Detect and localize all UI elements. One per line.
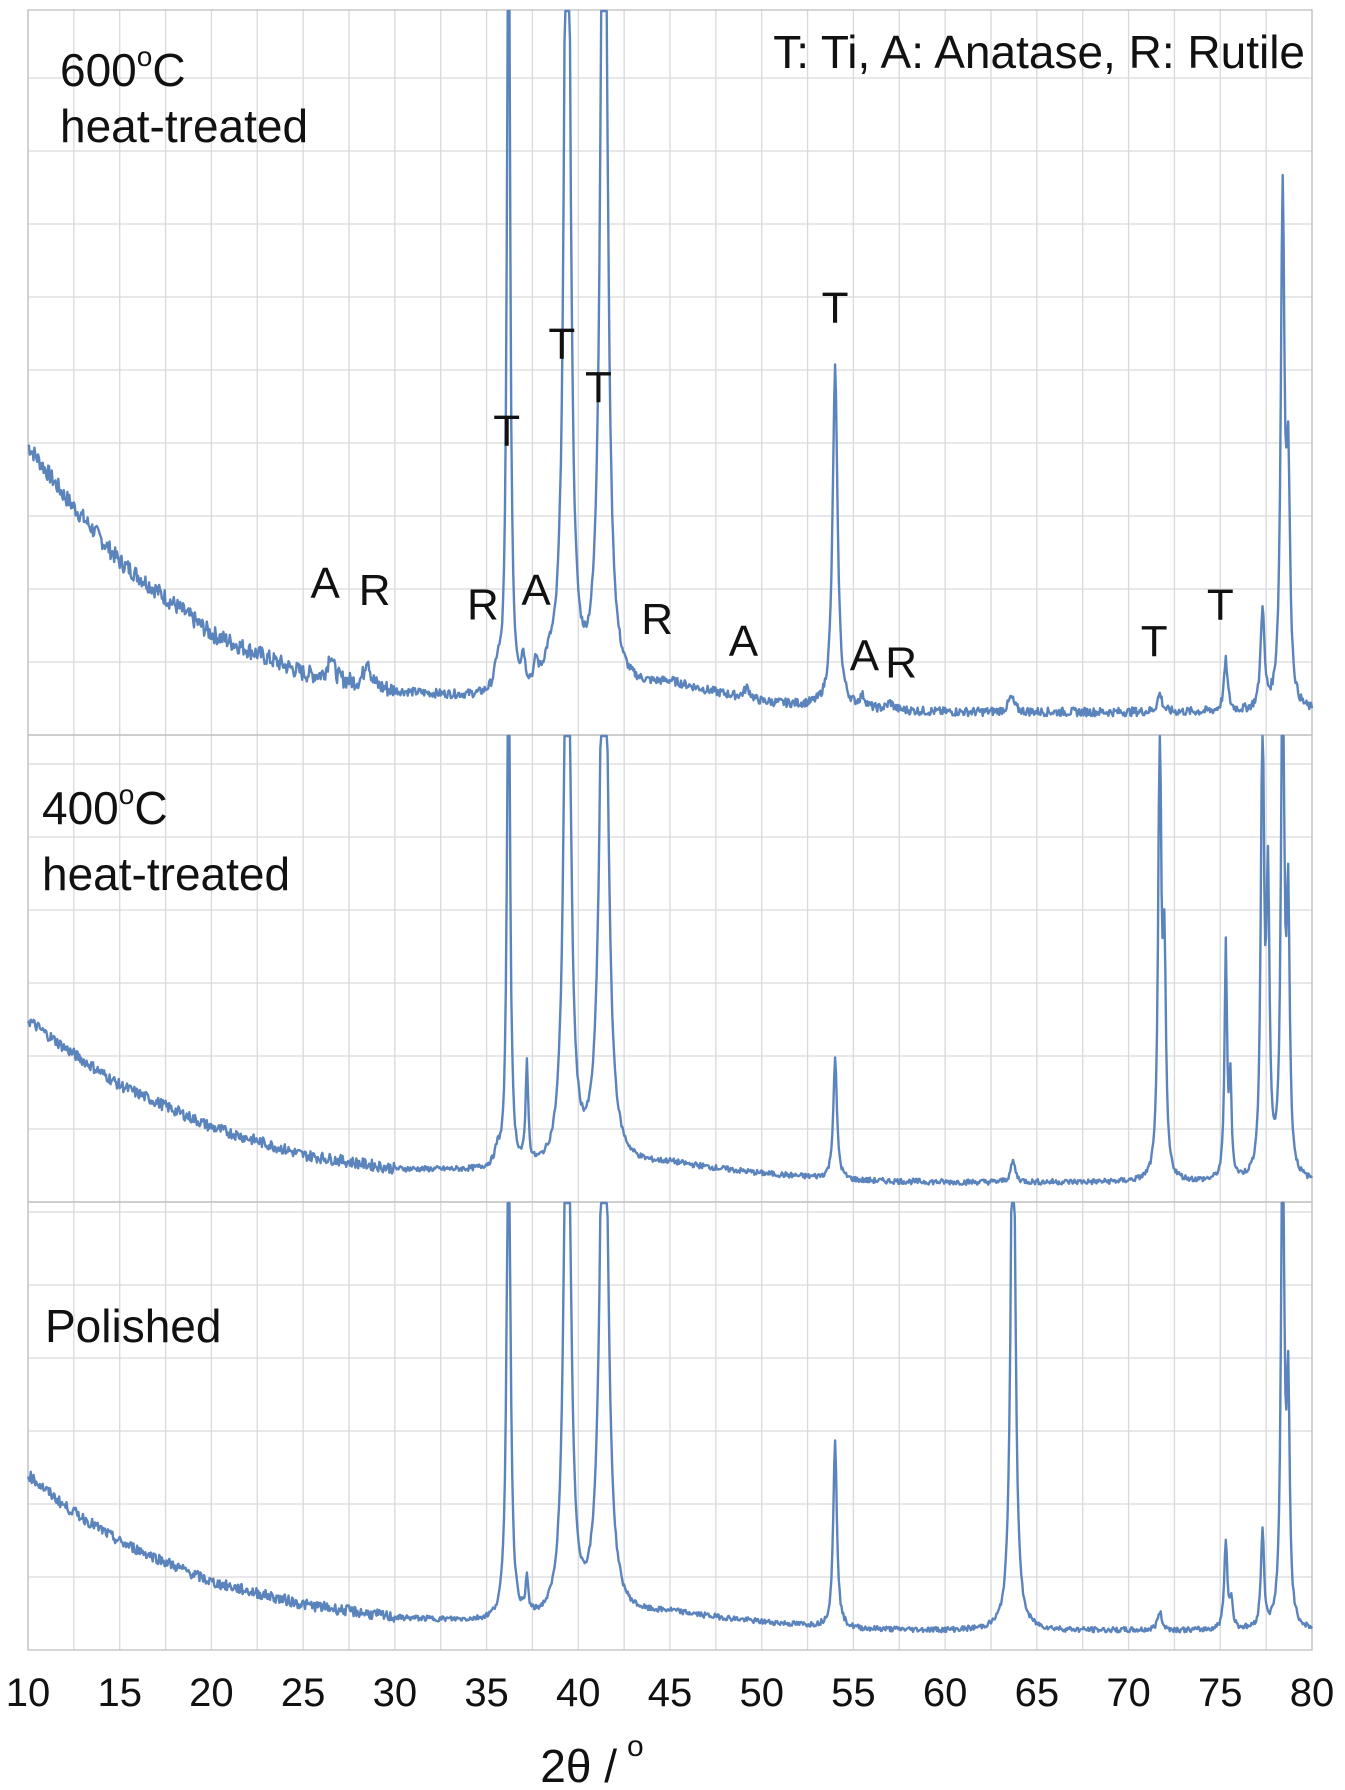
x-tick-label: 80	[1290, 1671, 1335, 1715]
peak-label-T: T	[493, 407, 520, 456]
peak-label-A: A	[729, 617, 759, 666]
peak-label-R: R	[885, 639, 917, 688]
xrd-trace-600	[27, 9, 1314, 718]
x-tick-label: 70	[1106, 1671, 1151, 1715]
panel-title-400-c: C	[134, 782, 167, 834]
x-tick-label: 50	[739, 1671, 784, 1715]
panel-title-polished: Polished	[45, 1300, 221, 1352]
x-tick-label: 45	[648, 1671, 693, 1715]
trace-layer	[26, 9, 1314, 1634]
x-tick-label: 65	[1015, 1671, 1060, 1715]
x-tick-label: 35	[464, 1671, 509, 1715]
peak-label-T: T	[822, 283, 849, 332]
x-tick-label: 15	[97, 1671, 142, 1715]
peak-label-R: R	[467, 581, 499, 630]
peak-label-R: R	[641, 595, 673, 644]
x-tick-label: 55	[831, 1671, 876, 1715]
x-axis-label-text: 2θ /	[540, 1740, 617, 1790]
peak-label-T: T	[548, 320, 575, 369]
panel-title-600: 600oC	[60, 41, 186, 96]
legend-note: T: Ti, A: Anatase, R: Rutile	[773, 26, 1305, 78]
peak-label-T: T	[1141, 617, 1168, 666]
peak-label-A: A	[850, 631, 880, 680]
peak-label-A: A	[521, 566, 551, 615]
x-tick-label: 25	[281, 1671, 326, 1715]
xrd-trace-400	[26, 734, 1314, 1186]
panel-title-400-temp: 400	[42, 782, 119, 834]
panel-title-600-temp: 600	[60, 44, 137, 96]
x-tick-label: 10	[6, 1671, 51, 1715]
x-tick-label: 20	[189, 1671, 234, 1715]
x-axis-label: 2θ / o	[540, 1730, 643, 1790]
grid-layer: 10 15 20 25 30 35 40 45 50 55 60 65 70 75 80	[6, 9, 1335, 1715]
x-tick-label: 75	[1198, 1671, 1243, 1715]
peak-label-T: T	[585, 363, 612, 412]
panel-title-400: 400oC	[42, 779, 168, 834]
x-tick-label: 60	[923, 1671, 968, 1715]
panel-title-400-line2: heat-treated	[42, 848, 290, 900]
x-tick-label: 30	[373, 1671, 418, 1715]
panel-frame-polished	[27, 1201, 1313, 1651]
panel-title-400-unit: o	[119, 779, 135, 810]
x-tick-label: 40	[556, 1671, 601, 1715]
panel-title-600-line2: heat-treated	[60, 100, 308, 152]
panel-title-600-unit: o	[137, 41, 153, 72]
xrd-trace-polished	[26, 1201, 1314, 1634]
peak-label-R: R	[359, 566, 391, 615]
peak-label-T: T	[1207, 581, 1234, 630]
panel-title-600-c: C	[152, 44, 185, 96]
peak-label-A: A	[310, 559, 340, 608]
x-axis-label-unit: o	[627, 1730, 644, 1763]
